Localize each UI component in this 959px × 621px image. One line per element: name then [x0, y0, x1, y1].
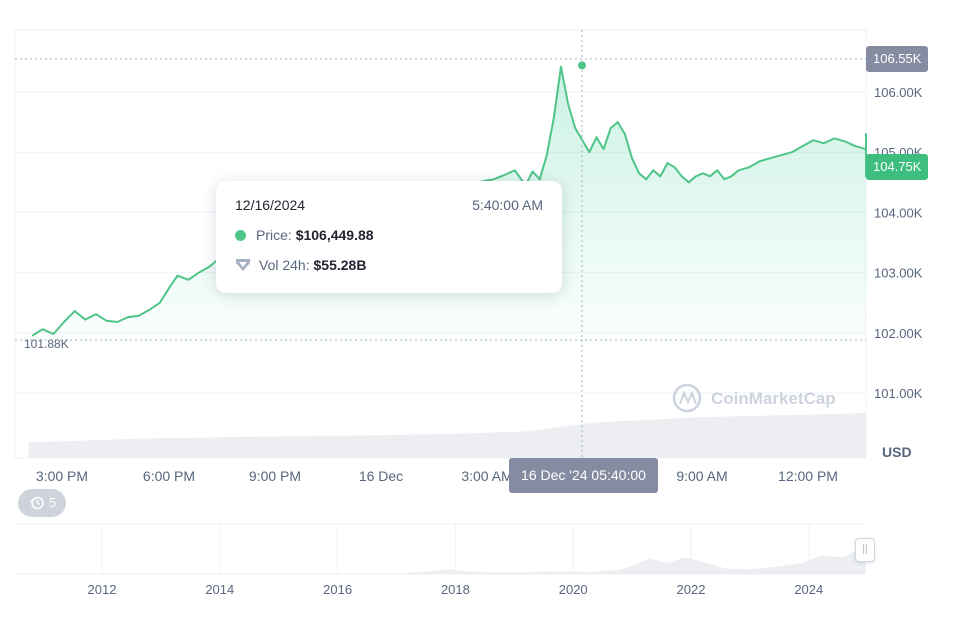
tooltip-volume-label: Vol 24h:: [259, 257, 310, 273]
watermark-circle: [672, 383, 702, 413]
tooltip-price-label: Price:: [256, 227, 292, 243]
tooltip-time: 5:40:00 AM: [472, 197, 543, 213]
price-legend-dot: [235, 230, 246, 241]
x-tick-label: 6:00 PM: [143, 468, 195, 484]
y-tick-label: 102.00K: [874, 326, 923, 341]
navigator-year-label: 2016: [323, 582, 352, 597]
low-reference-label: 101.88K: [24, 337, 69, 351]
tooltip-date: 12/16/2024: [235, 197, 306, 213]
x-tick-label: 12:00 PM: [778, 468, 838, 484]
hover-tooltip: 12/16/2024 5:40:00 AM Price: $106,449.88…: [216, 181, 562, 293]
navigator-year-label: 2012: [88, 582, 117, 597]
watermark-logo: CoinMarketCap: [672, 383, 836, 413]
hover-time-badge: 16 Dec '24 05:40:00: [509, 458, 658, 493]
x-tick-label: 3:00 PM: [36, 468, 88, 484]
tooltip-volume-row: Vol 24h: $55.28B: [235, 257, 366, 273]
history-button[interactable]: 5: [18, 489, 66, 517]
navigator-year-label: 2024: [794, 582, 823, 597]
current-price-badge: 104.75K: [866, 154, 929, 180]
navigator-year-label: 2018: [441, 582, 470, 597]
tooltip-price-value: $106,449.88: [295, 227, 374, 243]
y-tick-label: 104.00K: [874, 205, 923, 220]
navigator-year-label: 2014: [205, 582, 234, 597]
x-tick-label: 3:00 AM: [461, 468, 512, 484]
tooltip-volume-value: $55.28B: [313, 257, 367, 273]
navigator-year-label: 2020: [559, 582, 588, 597]
navigator-handle[interactable]: ||: [855, 538, 875, 562]
y-tick-label: 103.00K: [874, 266, 923, 281]
x-tick-label: 9:00 PM: [249, 468, 301, 484]
y-tick-label: 106.00K: [874, 85, 923, 100]
tooltip-price-row: Price: $106,449.88: [235, 227, 374, 243]
watermark-text: CoinMarketCap: [711, 389, 836, 408]
volume-shield-icon: [235, 258, 251, 272]
hover-point: [577, 60, 587, 71]
watermark-mark: [679, 390, 697, 405]
x-tick-label: 9:00 AM: [676, 468, 727, 484]
currency-label: USD: [882, 444, 912, 460]
navigator-year-label: 2022: [677, 582, 706, 597]
history-count: 5: [49, 495, 57, 510]
navigator-area: [19, 546, 866, 574]
x-tick-label: 16 Dec: [359, 468, 403, 484]
history-clock-icon: [30, 496, 44, 510]
y-tick-label: 101.00K: [874, 386, 923, 401]
volume-area: [28, 410, 866, 458]
high-price-badge: 106.55K: [866, 46, 929, 72]
